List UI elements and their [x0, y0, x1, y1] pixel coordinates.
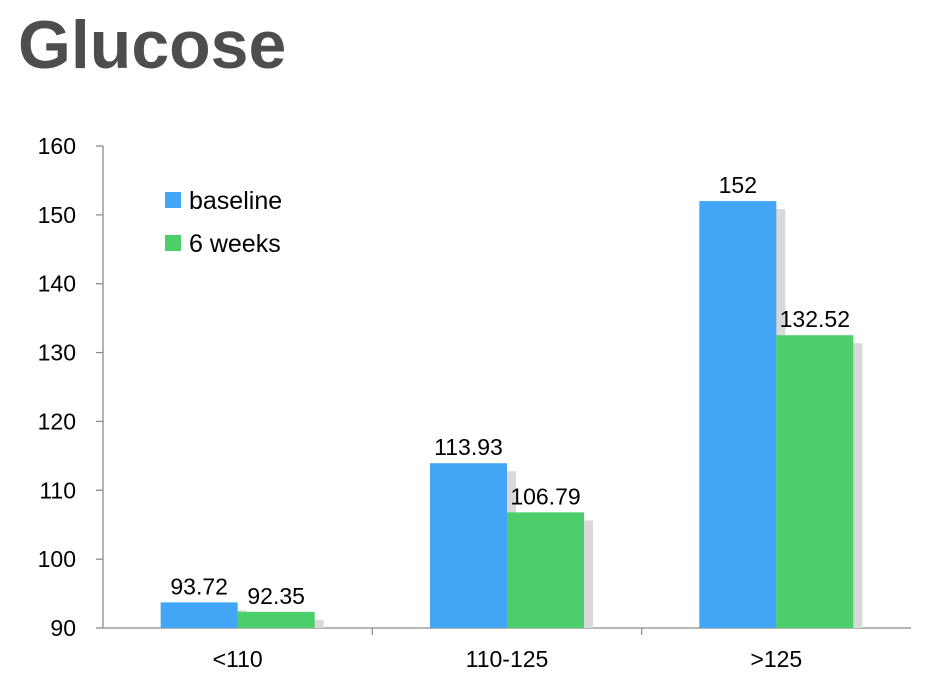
x-category-label: 110-125: [466, 646, 549, 672]
chart-title: Glucose: [18, 7, 287, 83]
y-tick-label: 100: [38, 546, 76, 572]
bars: [160, 201, 854, 629]
legend-label: baseline: [189, 187, 282, 215]
y-tick-label: 150: [38, 202, 76, 228]
data-labels: 93.72 92.35 113.93 106.79 152 132.52: [170, 172, 850, 609]
y-tick-label: 110: [39, 477, 76, 503]
x-category-label: >125: [750, 646, 802, 672]
legend-label: 6 weeks: [189, 230, 281, 258]
y-tick-label: 130: [38, 340, 76, 366]
y-tick-label: 120: [38, 408, 76, 434]
bar-baseline-2: [699, 201, 777, 629]
bar-6-weeks-0: [237, 611, 315, 628]
y-tick-label: 160: [38, 133, 76, 159]
legend-swatch-6-weeks: [165, 235, 181, 251]
data-label: 132.52: [780, 306, 850, 332]
data-label: 93.72: [170, 573, 228, 599]
data-label: 92.35: [247, 583, 305, 609]
bar-6-weeks-2: [776, 335, 854, 628]
data-label: 106.79: [510, 483, 580, 509]
bar-6-weeks-1: [507, 512, 584, 628]
y-tick-label: 90: [50, 615, 76, 641]
y-tick-label: 140: [38, 271, 76, 297]
data-label: 152: [719, 172, 757, 198]
data-label: 113.93: [434, 434, 503, 460]
x-category-label: <110: [213, 646, 263, 672]
bar-baseline-0: [160, 602, 238, 628]
bar-baseline-1: [430, 463, 507, 628]
legend-swatch-baseline: [165, 192, 181, 208]
